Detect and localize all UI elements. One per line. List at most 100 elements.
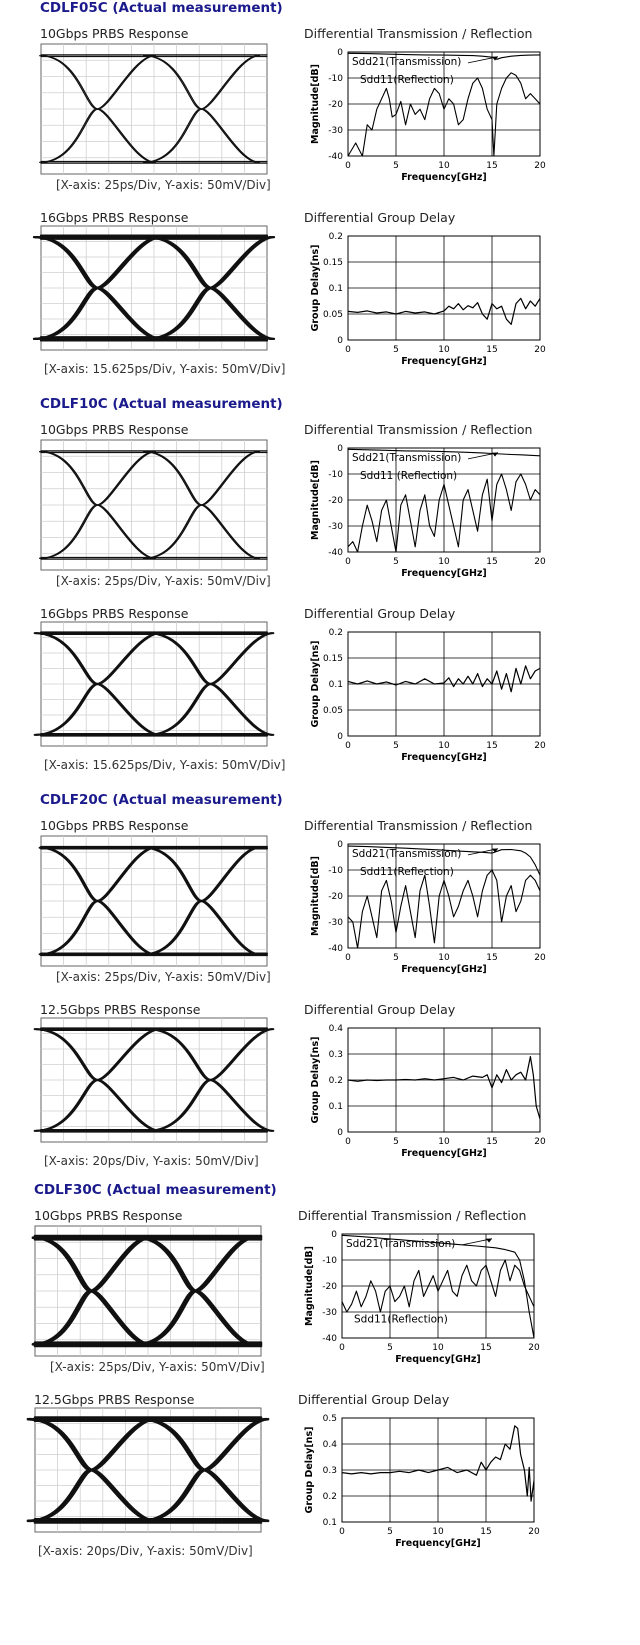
eye2-label: 12.5Gbps PRBS Response bbox=[34, 1392, 195, 1407]
s2-gd-chart: 0 5 10 15 20 0 0.1 0.2 0.3 0.4 Frequency[GHz] Group… bbox=[310, 1024, 546, 1159]
series-line-sdd21 bbox=[347, 448, 541, 457]
eye-falling-edge bbox=[142, 1417, 270, 1523]
x-tick-label: 20 bbox=[534, 953, 546, 963]
series-line-group-delay bbox=[347, 665, 541, 693]
y-tick-label: 0.1 bbox=[329, 680, 343, 690]
x-tick-label: 0 bbox=[345, 557, 351, 567]
series-line-sdd11 bbox=[347, 473, 541, 553]
y-tick-label: 0.2 bbox=[323, 1492, 337, 1502]
y-tick-label: -10 bbox=[328, 866, 343, 876]
eye-traces bbox=[39, 54, 268, 164]
annotation-sdd21: Sdd21(Transmission) bbox=[352, 56, 461, 68]
y-tick-label: 0 bbox=[337, 840, 343, 850]
x-axis-title: Frequency[GHz] bbox=[401, 1148, 487, 1159]
eye-falling-edge bbox=[40, 55, 156, 163]
x-tick-label: 15 bbox=[480, 1343, 491, 1353]
x-tick-label: 15 bbox=[486, 953, 497, 963]
eye-falling-edge bbox=[35, 236, 163, 340]
x-tick-label: 0 bbox=[339, 1343, 345, 1353]
y-tick-label: 0.5 bbox=[323, 1414, 337, 1424]
annotation-sdd11: Sdd11(Reflection) bbox=[354, 1313, 448, 1325]
annotation-sdd21: Sdd21(Transmission) bbox=[346, 1238, 455, 1250]
y-axis-title: Group Delay[ns] bbox=[310, 1037, 321, 1124]
annotation-arrowhead bbox=[492, 848, 498, 853]
y-tick-label: 0 bbox=[337, 336, 343, 346]
y-tick-label: 0.15 bbox=[323, 654, 343, 664]
s3-eye2-eye-diagram bbox=[26, 1407, 270, 1533]
section-4: CDLF30C (Actual measurement) 10Gbps PRBS … bbox=[0, 1182, 640, 1578]
x-tick-label: 15 bbox=[486, 1137, 497, 1147]
eye1-label: 10Gbps PRBS Response bbox=[40, 422, 189, 437]
x-tick-label: 15 bbox=[486, 345, 497, 355]
x-tick-label: 5 bbox=[387, 1343, 393, 1353]
x-tick-label: 10 bbox=[438, 161, 450, 171]
y-tick-label: 0.15 bbox=[323, 258, 343, 268]
series-line-group-delay bbox=[341, 1425, 535, 1502]
x-tick-label: 20 bbox=[534, 161, 546, 171]
annotation-sdd11: Sdd11 (Reflection) bbox=[360, 470, 457, 482]
annotation-arrowhead bbox=[492, 56, 498, 61]
y-axis-title: Magnitude[dB] bbox=[310, 460, 321, 540]
x-tick-label: 5 bbox=[393, 161, 399, 171]
x-tick-label: 5 bbox=[387, 1527, 393, 1537]
s2-eye1-eye-diagram bbox=[38, 835, 268, 967]
series-line-sdd11 bbox=[341, 1259, 535, 1313]
plot2-label: Differential Group Delay bbox=[304, 1002, 456, 1017]
x-tick-label: 20 bbox=[528, 1343, 540, 1353]
y-axis-title: Group Delay[ns] bbox=[310, 641, 321, 728]
s0-gd-chart: 0 5 10 15 20 0 0.05 0.1 0.15 0.2 Frequency[GHz] Gro… bbox=[310, 232, 546, 367]
annotation-sdd11: Sdd11(Reflection) bbox=[360, 74, 454, 86]
x-tick-label: 5 bbox=[393, 345, 399, 355]
y-tick-label: -30 bbox=[322, 1308, 337, 1318]
section-title: CDLF05C (Actual measurement) bbox=[40, 0, 283, 16]
x-tick-label: 10 bbox=[438, 557, 450, 567]
x-tick-label: 15 bbox=[486, 161, 497, 171]
plot2-label: Differential Group Delay bbox=[304, 210, 456, 225]
plot1-label: Differential Transmission / Reflection bbox=[298, 1208, 527, 1223]
series-line-sdd11 bbox=[347, 72, 541, 157]
x-tick-label: 15 bbox=[486, 557, 497, 567]
eye2-label: 12.5Gbps PRBS Response bbox=[40, 1002, 201, 1017]
annotation-sdd11: Sdd11(Reflection) bbox=[360, 866, 454, 878]
y-axis-title: Magnitude[dB] bbox=[304, 1246, 315, 1326]
y-tick-label: 0 bbox=[337, 1128, 343, 1138]
x-tick-label: 5 bbox=[393, 953, 399, 963]
x-tick-label: 15 bbox=[486, 741, 497, 751]
x-axis-title: Frequency[GHz] bbox=[401, 752, 487, 763]
s1-eye2-eye-diagram bbox=[33, 621, 275, 747]
y-axis-title: Magnitude[dB] bbox=[310, 64, 321, 144]
y-tick-label: -30 bbox=[328, 918, 343, 928]
eye2-caption: [X-axis: 15.625ps/Div, Y-axis: 50mV/Div] bbox=[44, 362, 286, 376]
y-axis-title: Group Delay[ns] bbox=[310, 245, 321, 332]
eye-falling-edge bbox=[34, 1236, 152, 1346]
section-3: CDLF20C (Actual measurement) 10Gbps PRBS … bbox=[0, 792, 640, 1188]
x-tick-label: 10 bbox=[432, 1527, 444, 1537]
eye-falling-edge bbox=[40, 451, 157, 559]
x-tick-label: 10 bbox=[438, 741, 450, 751]
plot1-label: Differential Transmission / Reflection bbox=[304, 818, 533, 833]
x-tick-label: 20 bbox=[534, 741, 546, 751]
eye-falling-edge bbox=[35, 632, 162, 736]
x-axis-title: Frequency[GHz] bbox=[395, 1354, 481, 1365]
x-tick-label: 0 bbox=[345, 741, 351, 751]
y-tick-label: 0.2 bbox=[329, 1076, 343, 1086]
x-tick-label: 10 bbox=[438, 345, 450, 355]
eye1-caption: [X-axis: 25ps/Div, Y-axis: 50mV/Div] bbox=[56, 178, 271, 192]
series-line-sdd21 bbox=[347, 845, 541, 876]
annotation-arrowhead bbox=[486, 1238, 492, 1243]
eye-falling-edge bbox=[138, 1236, 256, 1346]
eye-traces bbox=[38, 450, 268, 560]
eye-falling-edge bbox=[148, 632, 275, 736]
section-2: CDLF10C (Actual measurement) 10Gbps PRBS … bbox=[0, 396, 640, 792]
eye2-label: 16Gbps PRBS Response bbox=[40, 606, 189, 621]
eye-falling-edge bbox=[148, 1028, 275, 1132]
eye1-label: 10Gbps PRBS Response bbox=[40, 818, 189, 833]
s1-gd-chart: 0 5 10 15 20 0 0.05 0.1 0.15 0.2 Frequency[GHz] Gro… bbox=[310, 628, 546, 763]
s3-gd-chart: 0 5 10 15 20 0.1 0.2 0.3 0.4 0.5 Frequency[GHz] Gro… bbox=[304, 1414, 540, 1549]
eye-falling-edge bbox=[40, 846, 157, 956]
y-tick-label: 0.2 bbox=[329, 232, 343, 242]
eye1-label: 10Gbps PRBS Response bbox=[40, 26, 189, 41]
eye1-caption: [X-axis: 25ps/Div, Y-axis: 50mV/Div] bbox=[50, 1360, 265, 1374]
x-tick-label: 0 bbox=[345, 1137, 351, 1147]
eye-falling-edge bbox=[35, 1028, 162, 1132]
